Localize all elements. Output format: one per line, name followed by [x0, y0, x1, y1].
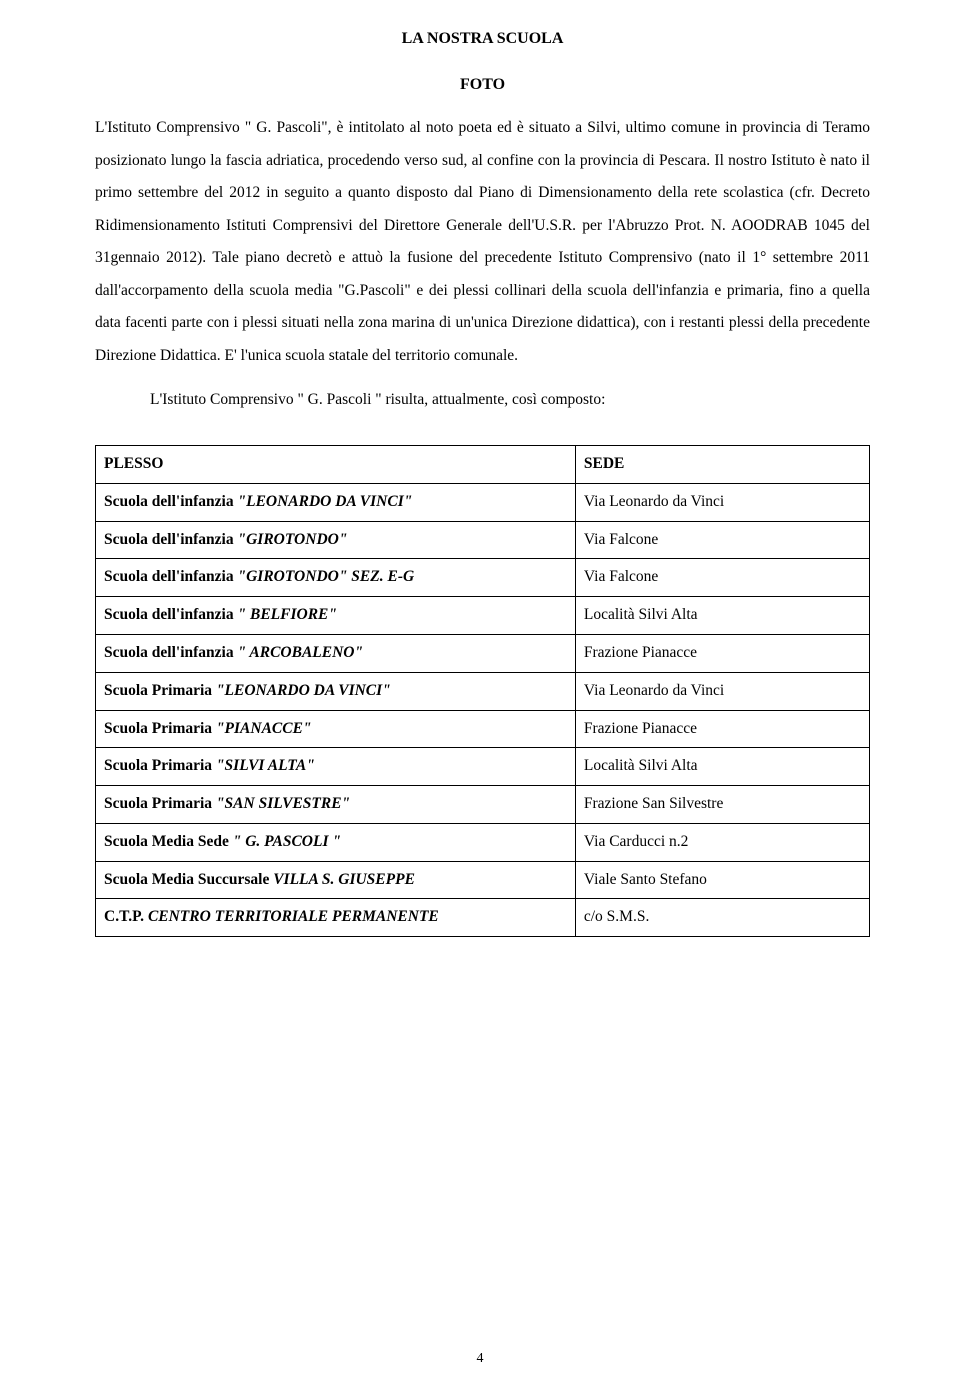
table-cell-plesso: Scuola dell'infanzia " BELFIORE" — [96, 597, 576, 635]
table-row: Scuola dell'infanzia " BELFIORE" Localit… — [96, 597, 870, 635]
table-cell-sede: c/o S.M.S. — [575, 899, 869, 937]
table-header-sede: SEDE — [575, 445, 869, 483]
table-cell-sede: Via Falcone — [575, 559, 869, 597]
table-cell-sede: Frazione San Silvestre — [575, 786, 869, 824]
main-title: LA NOSTRA SCUOLA — [95, 30, 870, 48]
table-cell-plesso: Scuola Primaria "SAN SILVESTRE" — [96, 786, 576, 824]
indent-paragraph: L'Istituto Comprensivo " G. Pascoli " ri… — [150, 384, 870, 417]
plesso-table: PLESSO SEDE Scuola dell'infanzia "LEONAR… — [95, 445, 870, 937]
table-header-row: PLESSO SEDE — [96, 445, 870, 483]
table-row: Scuola Primaria "SILVI ALTA" Località Si… — [96, 748, 870, 786]
table-cell-sede: Via Leonardo da Vinci — [575, 483, 869, 521]
table-cell-plesso: Scuola Primaria "LEONARDO DA VINCI" — [96, 672, 576, 710]
table-row: Scuola Media Sede " G. PASCOLI " Via Car… — [96, 823, 870, 861]
table-cell-plesso: Scuola Media Sede " G. PASCOLI " — [96, 823, 576, 861]
table-cell-plesso: Scuola dell'infanzia "LEONARDO DA VINCI" — [96, 483, 576, 521]
table-row: Scuola dell'infanzia "GIROTONDO" Via Fal… — [96, 521, 870, 559]
page-number: 4 — [0, 1351, 960, 1367]
table-row: Scuola Primaria "PIANACCE" Frazione Pian… — [96, 710, 870, 748]
table-row: Scuola Primaria "LEONARDO DA VINCI" Via … — [96, 672, 870, 710]
table-cell-sede: Frazione Pianacce — [575, 710, 869, 748]
table-cell-plesso: C.T.P. CENTRO TERRITORIALE PERMANENTE — [96, 899, 576, 937]
table-cell-sede: Frazione Pianacce — [575, 634, 869, 672]
table-cell-sede: Via Carducci n.2 — [575, 823, 869, 861]
table-row: Scuola dell'infanzia " ARCOBALENO" Frazi… — [96, 634, 870, 672]
sub-title: FOTO — [95, 76, 870, 94]
table-cell-sede: Località Silvi Alta — [575, 748, 869, 786]
table-cell-plesso: Scuola dell'infanzia " ARCOBALENO" — [96, 634, 576, 672]
table-cell-sede: Località Silvi Alta — [575, 597, 869, 635]
table-cell-plesso: Scuola Primaria "PIANACCE" — [96, 710, 576, 748]
table-row: Scuola Media Succursale VILLA S. GIUSEPP… — [96, 861, 870, 899]
table-cell-plesso: Scuola Media Succursale VILLA S. GIUSEPP… — [96, 861, 576, 899]
table-header-plesso: PLESSO — [96, 445, 576, 483]
document-page: LA NOSTRA SCUOLA FOTO L'Istituto Compren… — [0, 0, 960, 1383]
main-paragraph: L'Istituto Comprensivo " G. Pascoli", è … — [95, 112, 870, 372]
table-row: C.T.P. CENTRO TERRITORIALE PERMANENTE c/… — [96, 899, 870, 937]
table-cell-plesso: Scuola dell'infanzia "GIROTONDO" SEZ. E-… — [96, 559, 576, 597]
table-row: Scuola Primaria "SAN SILVESTRE" Frazione… — [96, 786, 870, 824]
table-cell-sede: Viale Santo Stefano — [575, 861, 869, 899]
table-cell-sede: Via Falcone — [575, 521, 869, 559]
table-cell-plesso: Scuola Primaria "SILVI ALTA" — [96, 748, 576, 786]
table-row: Scuola dell'infanzia "GIROTONDO" SEZ. E-… — [96, 559, 870, 597]
table-cell-sede: Via Leonardo da Vinci — [575, 672, 869, 710]
table-row: Scuola dell'infanzia "LEONARDO DA VINCI"… — [96, 483, 870, 521]
table-cell-plesso: Scuola dell'infanzia "GIROTONDO" — [96, 521, 576, 559]
